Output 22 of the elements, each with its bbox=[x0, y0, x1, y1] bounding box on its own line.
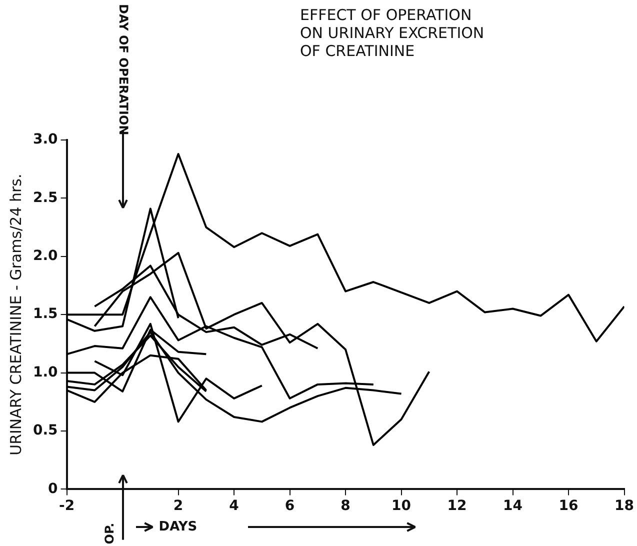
y-axis-title: URINARY CREATININE - Grams/24 hrs. bbox=[6, 174, 25, 456]
x-tick-label: 18 bbox=[614, 498, 634, 514]
y-tick-label: 0 bbox=[48, 480, 58, 497]
x-tick-label: 12 bbox=[447, 498, 467, 514]
text: DAY OF OPERATION bbox=[116, 4, 130, 136]
x-tick-label: 14 bbox=[503, 498, 523, 514]
y-tick-label: 2.5 bbox=[32, 190, 58, 206]
x-tick-label: -2 bbox=[59, 498, 75, 514]
x-tick-label: 4 bbox=[229, 498, 240, 514]
x-tick-label: 10 bbox=[392, 498, 412, 514]
x-tick-label: 8 bbox=[340, 498, 350, 514]
y-tick-label: 3.0 bbox=[32, 132, 58, 148]
text: OP. bbox=[102, 522, 117, 544]
y-tick-label: 1.0 bbox=[32, 364, 58, 380]
y-tick-label: 1.5 bbox=[32, 306, 58, 322]
x-tick-label: 16 bbox=[558, 498, 578, 514]
y-tick-label: 2.0 bbox=[32, 248, 58, 264]
y-tick-label: 0.5 bbox=[32, 422, 58, 439]
x-tick-label: 6 bbox=[284, 498, 295, 514]
chart-title: EFFECT OF OPERATION ON URINARY EXCRETION OF CREATININE bbox=[300, 6, 486, 60]
x-axis-title: DAYS bbox=[158, 520, 198, 535]
x-tick-label: 2 bbox=[173, 498, 184, 514]
